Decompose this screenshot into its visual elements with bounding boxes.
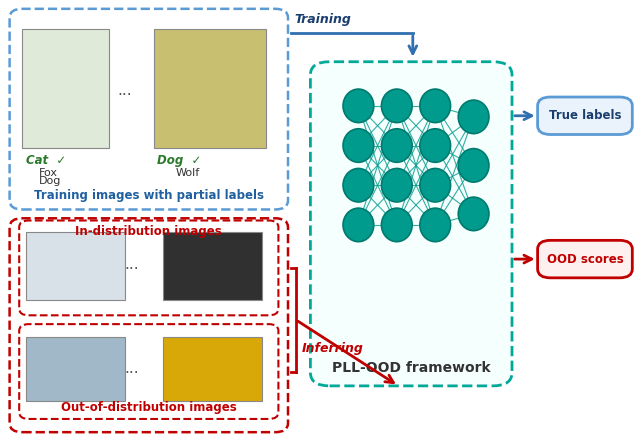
Ellipse shape (343, 168, 374, 202)
Text: Training: Training (294, 14, 351, 26)
Ellipse shape (458, 197, 489, 231)
Ellipse shape (420, 89, 451, 123)
Text: OOD scores: OOD scores (547, 253, 623, 265)
Text: Dog: Dog (38, 176, 61, 187)
Text: Cat  ✓: Cat ✓ (26, 154, 66, 167)
Text: Out-of-distribution images: Out-of-distribution images (61, 401, 237, 414)
Text: Fox: Fox (38, 168, 58, 178)
Ellipse shape (343, 129, 374, 162)
Text: Dog  ✓: Dog ✓ (157, 154, 201, 167)
FancyBboxPatch shape (163, 337, 262, 401)
Text: True labels: True labels (548, 109, 621, 122)
FancyBboxPatch shape (22, 29, 109, 148)
FancyBboxPatch shape (26, 232, 125, 300)
Text: Wolf: Wolf (176, 168, 200, 178)
Text: ...: ... (118, 83, 132, 98)
FancyBboxPatch shape (154, 29, 266, 148)
Ellipse shape (343, 208, 374, 242)
Text: PLL-OOD framework: PLL-OOD framework (332, 361, 490, 375)
Ellipse shape (420, 129, 451, 162)
Ellipse shape (381, 208, 412, 242)
Text: Training images with partial labels: Training images with partial labels (34, 189, 264, 202)
FancyBboxPatch shape (310, 62, 512, 386)
Text: Inferring: Inferring (302, 342, 364, 355)
FancyBboxPatch shape (163, 232, 262, 300)
Text: In-distribution images: In-distribution images (76, 225, 222, 238)
Ellipse shape (420, 168, 451, 202)
Text: ...: ... (124, 257, 138, 272)
Ellipse shape (343, 89, 374, 123)
FancyBboxPatch shape (538, 240, 632, 278)
Ellipse shape (458, 100, 489, 134)
Ellipse shape (381, 168, 412, 202)
FancyBboxPatch shape (538, 97, 632, 135)
Text: ...: ... (124, 361, 138, 376)
FancyBboxPatch shape (26, 337, 125, 401)
Ellipse shape (381, 129, 412, 162)
Ellipse shape (458, 149, 489, 182)
Ellipse shape (381, 89, 412, 123)
Ellipse shape (420, 208, 451, 242)
